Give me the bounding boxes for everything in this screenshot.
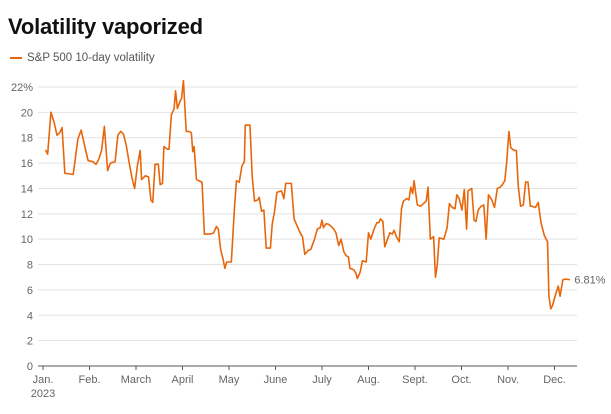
x-tick-label: Jan. [33,374,54,386]
y-tick-label: 20 [21,107,33,119]
x-tick-label: Sept. [402,374,428,386]
x-tick-label: June [264,374,288,386]
x-tick-label: May [219,374,240,386]
y-tick-label: 8 [27,260,33,272]
series-line [44,79,571,310]
x-tick-sublabel: 2023 [31,388,55,400]
y-tick-label: 2 [27,336,33,348]
chart-title: Volatility vaporized [8,14,203,39]
end-value-label: 6.81% [574,275,605,287]
y-tick-label: 12 [21,209,33,221]
y-tick-label: 0 [27,361,33,373]
y-tick-label: 14 [21,183,33,195]
y-tick-label: 18 [21,133,33,145]
y-tick-label: 6 [27,285,33,297]
x-tick-label: Feb. [78,374,100,386]
y-tick-label: 22% [11,82,33,94]
x-tick-label: Nov. [497,374,519,386]
x-tick-label: March [121,374,152,386]
y-tick-label: 4 [27,310,33,322]
x-tick-label: Dec. [543,374,566,386]
x-tick-label: July [312,374,332,386]
legend: S&P 500 10-day volatility [10,52,155,64]
legend-label: S&P 500 10-day volatility [27,52,155,64]
y-tick-label: 10 [21,234,33,246]
x-tick-label: April [171,374,193,386]
x-tick-label: Oct. [451,374,471,386]
y-tick-label: 16 [21,158,33,170]
legend-swatch [10,57,22,59]
x-tick-label: Aug. [357,374,380,386]
